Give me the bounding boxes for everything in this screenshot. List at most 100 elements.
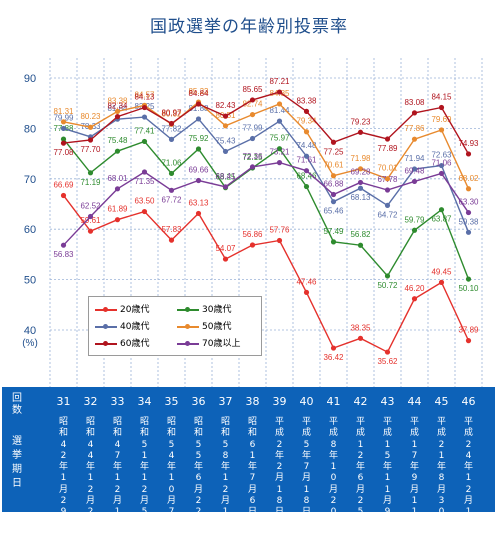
data-point [60, 119, 67, 125]
data-label: 50.72 [377, 281, 398, 290]
data-point [87, 137, 94, 143]
data-label: 71.61 [296, 156, 317, 165]
legend: 20歳代 30歳代 40歳代 50歳代 60歳代 70歳以上 [88, 296, 262, 356]
session-column: 34 昭和 5 1 年 1 2 月 5 日 [131, 387, 158, 529]
data-point [303, 129, 310, 135]
data-point [114, 114, 121, 120]
series-line-60歳代 [63, 91, 470, 155]
data-point [168, 170, 175, 177]
legend-item: 60歳代 [95, 336, 149, 349]
data-point [330, 239, 337, 245]
y-tick-label: 40 [24, 325, 36, 337]
data-point [87, 170, 94, 176]
data-point [141, 169, 148, 175]
data-label: 66.69 [53, 180, 74, 189]
data-label: 38.35 [350, 323, 371, 332]
data-label: 37.89 [458, 326, 479, 335]
legend-label: 60歳代 [120, 339, 150, 349]
data-point [168, 187, 175, 193]
legend-item: 50歳代 [177, 319, 231, 332]
data-label: 59.79 [404, 215, 425, 224]
date-header-label: 選挙期日 [12, 436, 22, 489]
data-label: 68.25 [215, 173, 236, 182]
data-point [330, 173, 337, 179]
data-label: 68.13 [350, 193, 371, 202]
data-label: 74.48 [296, 141, 317, 150]
data-label: 77.08 [53, 148, 74, 157]
data-point [276, 237, 283, 244]
y-tick-label: 80 [24, 123, 36, 135]
data-point [465, 338, 472, 344]
legend-swatch [177, 340, 199, 346]
legend-item: 40歳代 [95, 319, 149, 332]
legend-label: 40歳代 [120, 322, 150, 332]
data-point [357, 242, 364, 248]
data-point [114, 186, 121, 192]
session-number: 44 [407, 395, 422, 408]
session-number: 31 [56, 395, 71, 408]
data-label: 80.97 [161, 109, 182, 118]
legend-item: 70歳以上 [177, 336, 240, 349]
session-number: 36 [191, 395, 206, 408]
data-label: 46.20 [404, 284, 425, 293]
data-point [114, 217, 121, 223]
data-label: 81.88 [188, 104, 209, 113]
data-point [249, 242, 256, 248]
data-point [303, 289, 310, 296]
data-label: 69.28 [350, 167, 371, 176]
data-label: 75.97 [269, 134, 290, 143]
data-point [465, 229, 472, 235]
data-label: 73.21 [269, 148, 290, 157]
legend-label: 50歳代 [202, 322, 232, 332]
legend-swatch [95, 306, 117, 312]
data-point [222, 148, 229, 155]
data-label: 75.43 [215, 136, 236, 145]
session-number: 33 [110, 395, 125, 408]
data-label: 84.57 [134, 90, 155, 99]
data-label: 75.92 [188, 134, 209, 143]
data-label: 36.42 [323, 353, 344, 362]
data-point [141, 104, 148, 111]
data-point [411, 178, 418, 185]
data-point [114, 148, 121, 154]
data-point [384, 273, 391, 279]
session-column: 40 平成 5 年 7 月 1 8 日 [293, 387, 320, 517]
data-point [384, 187, 391, 193]
data-point [438, 170, 445, 177]
data-point [303, 183, 310, 190]
data-label: 77.99 [242, 124, 263, 133]
data-label: 79.23 [350, 117, 371, 126]
data-label: 82.34 [107, 102, 128, 111]
legend-swatch [95, 323, 117, 329]
data-label: 70.61 [323, 161, 344, 170]
session-number: 39 [272, 395, 287, 408]
data-point [249, 111, 256, 118]
session-number: 34 [137, 395, 152, 408]
series-line-30歳代 [62, 138, 470, 280]
data-label: 71.06 [161, 158, 182, 167]
data-point [357, 129, 364, 135]
data-label: 71.35 [134, 177, 155, 186]
data-label: 77.82 [161, 124, 182, 133]
data-point [438, 127, 445, 133]
data-label: 83.08 [404, 98, 425, 107]
data-point [465, 209, 472, 216]
data-point [411, 227, 418, 233]
data-label: 71.06 [431, 158, 452, 167]
data-point [222, 123, 229, 129]
data-label: 83.38 [296, 96, 317, 105]
data-point [60, 192, 67, 199]
session-column: 43 平成 1 5 年 1 1 月 9 日 [374, 387, 401, 529]
data-label: 80.23 [80, 112, 101, 121]
session-number: 32 [83, 395, 98, 408]
data-point [303, 153, 310, 159]
session-column: 32 昭和 4 4 年 1 2 月 2 7 日 [77, 387, 104, 540]
data-label: 56.83 [53, 250, 74, 259]
legend-swatch [95, 340, 117, 346]
